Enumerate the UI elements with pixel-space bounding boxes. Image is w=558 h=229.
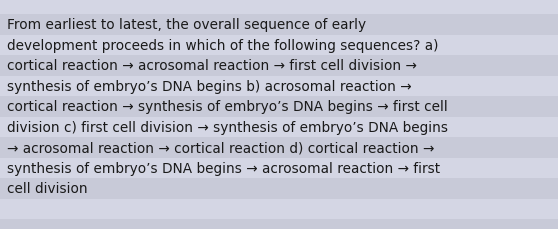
Text: synthesis of embryo’s DNA begins → acrosomal reaction → first: synthesis of embryo’s DNA begins → acros…: [7, 161, 440, 175]
Text: development proceeds in which of the following sequences? a): development proceeds in which of the fol…: [7, 38, 438, 52]
FancyBboxPatch shape: [0, 137, 558, 158]
FancyBboxPatch shape: [0, 97, 558, 117]
FancyBboxPatch shape: [0, 178, 558, 199]
Text: synthesis of embryo’s DNA begins b) acrosomal reaction →: synthesis of embryo’s DNA begins b) acro…: [7, 79, 411, 93]
FancyBboxPatch shape: [0, 35, 558, 56]
FancyBboxPatch shape: [0, 76, 558, 97]
FancyBboxPatch shape: [0, 117, 558, 137]
FancyBboxPatch shape: [0, 15, 558, 35]
FancyBboxPatch shape: [0, 158, 558, 178]
Text: From earliest to latest, the overall sequence of early: From earliest to latest, the overall seq…: [7, 18, 366, 32]
Text: cortical reaction → acrosomal reaction → first cell division →: cortical reaction → acrosomal reaction →…: [7, 59, 417, 73]
FancyBboxPatch shape: [0, 56, 558, 76]
Text: → acrosomal reaction → cortical reaction d) cortical reaction →: → acrosomal reaction → cortical reaction…: [7, 141, 434, 155]
Text: division c) first cell division → synthesis of embryo’s DNA begins: division c) first cell division → synthe…: [7, 120, 448, 134]
FancyBboxPatch shape: [0, 0, 558, 15]
FancyBboxPatch shape: [0, 219, 558, 229]
Text: cell division: cell division: [7, 181, 87, 195]
FancyBboxPatch shape: [0, 199, 558, 219]
Text: cortical reaction → synthesis of embryo’s DNA begins → first cell: cortical reaction → synthesis of embryo’…: [7, 100, 448, 114]
